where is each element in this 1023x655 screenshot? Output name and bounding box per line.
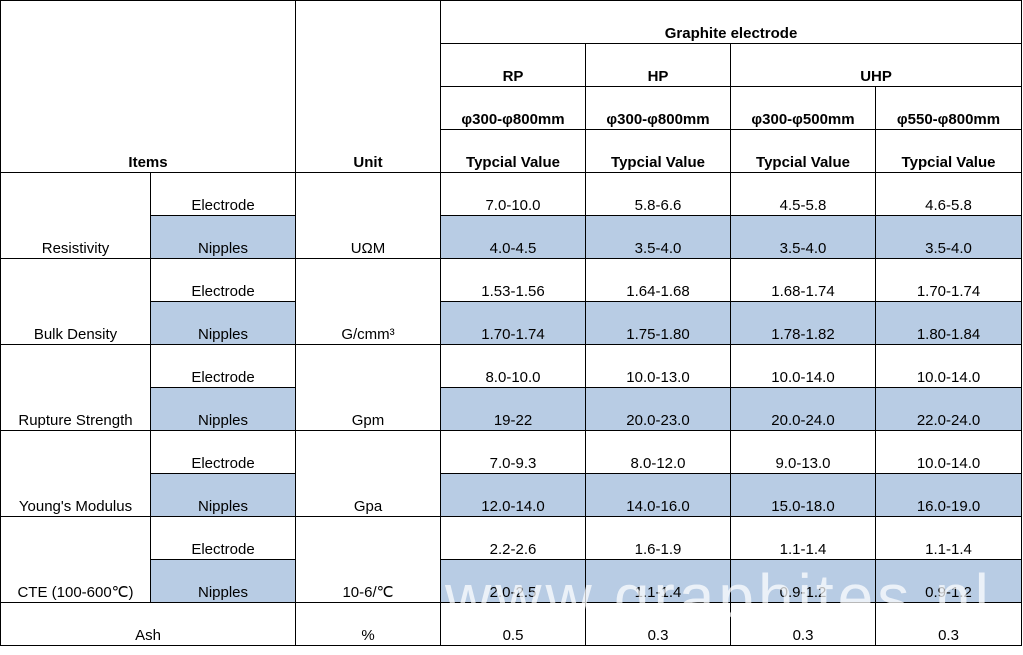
typical-value-header: Typcial Value bbox=[585, 129, 731, 173]
subitem-label: Electrode bbox=[150, 430, 296, 474]
item-label: Bulk Density bbox=[0, 258, 151, 345]
value-cell: 1.1-1.4 bbox=[730, 516, 876, 560]
value-cell: 0.3 bbox=[730, 602, 876, 646]
table-row: Nipples 12.0-14.0 14.0-16.0 15.0-18.0 16… bbox=[1, 473, 1023, 517]
item-label: CTE (100-600℃) bbox=[0, 516, 151, 603]
typical-value-header: Typcial Value bbox=[730, 129, 876, 173]
typical-value-header: Typcial Value bbox=[874, 129, 1023, 173]
table-row: Nipples 1.70-1.74 1.75-1.80 1.78-1.82 1.… bbox=[1, 301, 1023, 345]
unit-cell: G/cmm³ bbox=[295, 258, 441, 345]
value-cell: 1.70-1.74 bbox=[440, 301, 586, 345]
value-cell: 9.0-13.0 bbox=[730, 430, 876, 474]
table-row: Nipples 4.0-4.5 3.5-4.0 3.5-4.0 3.5-4.0 bbox=[1, 215, 1023, 259]
value-cell: 19-22 bbox=[440, 387, 586, 431]
value-cell: 10.0-14.0 bbox=[874, 430, 1023, 474]
value-cell: 1.1-1.4 bbox=[874, 516, 1023, 560]
subitem-label: Nipples bbox=[150, 215, 296, 259]
subitem-label: Electrode bbox=[150, 344, 296, 388]
subitem-label: Electrode bbox=[150, 516, 296, 560]
table-row: Ash % 0.5 0.3 0.3 0.3 bbox=[0, 602, 1023, 646]
unit-cell: 10-6/℃ bbox=[295, 516, 441, 603]
value-cell: 1.68-1.74 bbox=[730, 258, 876, 302]
grade-hp-header: HP bbox=[585, 43, 731, 87]
diameter-header: φ300-φ800mm bbox=[440, 86, 586, 130]
unit-cell: Gpa bbox=[295, 430, 441, 517]
value-cell: 3.5-4.0 bbox=[874, 215, 1023, 259]
value-cell: 14.0-16.0 bbox=[585, 473, 731, 517]
items-header: Items bbox=[0, 0, 296, 173]
item-label: Young's Modulus bbox=[0, 430, 151, 517]
value-cell: 1.78-1.82 bbox=[730, 301, 876, 345]
group-header: Graphite electrode bbox=[439, 0, 1023, 44]
subitem-label: Nipples bbox=[150, 559, 296, 603]
unit-cell: Gpm bbox=[295, 344, 441, 431]
table-row: Resistivity Electrode UΩM 7.0-10.0 5.8-6… bbox=[0, 172, 1023, 259]
value-cell: 1.80-1.84 bbox=[874, 301, 1023, 345]
table-row: CTE (100-600℃) Electrode 10-6/℃ 2.2-2.6 … bbox=[0, 516, 1023, 603]
table-row: Young's Modulus Electrode Gpa 7.0-9.3 8.… bbox=[0, 430, 1023, 517]
item-label: Resistivity bbox=[0, 172, 151, 259]
value-cell: 4.0-4.5 bbox=[440, 215, 586, 259]
unit-cell: UΩM bbox=[295, 172, 441, 259]
typical-value-header: Typcial Value bbox=[440, 129, 586, 173]
subitem-label: Electrode bbox=[150, 172, 296, 216]
value-cell: 15.0-18.0 bbox=[730, 473, 876, 517]
grade-uhp-header: UHP bbox=[729, 43, 1023, 87]
diameter-header: φ550-φ800mm bbox=[874, 86, 1023, 130]
value-cell: 4.5-5.8 bbox=[730, 172, 876, 216]
value-cell: 20.0-23.0 bbox=[585, 387, 731, 431]
value-cell: 7.0-9.3 bbox=[440, 430, 586, 474]
subitem-label: Nipples bbox=[150, 387, 296, 431]
value-cell: 1.64-1.68 bbox=[585, 258, 731, 302]
value-cell: 10.0-13.0 bbox=[585, 344, 731, 388]
subitem-label: Nipples bbox=[150, 301, 296, 345]
unit-header: Unit bbox=[295, 0, 441, 173]
item-label: Rupture Strength bbox=[0, 344, 151, 431]
subitem-label: Nipples bbox=[150, 473, 296, 517]
table-row: Bulk Density Electrode G/cmm³ 1.53-1.56 … bbox=[0, 258, 1023, 345]
value-cell: 3.5-4.0 bbox=[730, 215, 876, 259]
value-cell: 0.9-1.2 bbox=[874, 559, 1023, 603]
value-cell: 0.9-1.2 bbox=[730, 559, 876, 603]
value-cell: 20.0-24.0 bbox=[730, 387, 876, 431]
value-cell: 1.70-1.74 bbox=[874, 258, 1023, 302]
value-cell: 3.5-4.0 bbox=[585, 215, 731, 259]
value-cell: 10.0-14.0 bbox=[874, 344, 1023, 388]
value-cell: 7.0-10.0 bbox=[440, 172, 586, 216]
subitem-label: Electrode bbox=[150, 258, 296, 302]
table-row: Nipples 2.0-2.5 1.1-1.4 0.9-1.2 0.9-1.2 bbox=[1, 559, 1023, 603]
value-cell: 5.8-6.6 bbox=[585, 172, 731, 216]
unit-cell: % bbox=[295, 602, 441, 646]
value-cell: 0.3 bbox=[585, 602, 731, 646]
value-cell: 8.0-10.0 bbox=[440, 344, 586, 388]
value-cell: 1.75-1.80 bbox=[585, 301, 731, 345]
diameter-header: φ300-φ800mm bbox=[585, 86, 731, 130]
value-cell: 2.2-2.6 bbox=[440, 516, 586, 560]
table-row: Rupture Strength Electrode Gpm 8.0-10.0 … bbox=[0, 344, 1023, 431]
value-cell: 16.0-19.0 bbox=[874, 473, 1023, 517]
value-cell: 4.6-5.8 bbox=[874, 172, 1023, 216]
value-cell: 1.1-1.4 bbox=[585, 559, 731, 603]
value-cell: 1.6-1.9 bbox=[585, 516, 731, 560]
value-cell: 10.0-14.0 bbox=[730, 344, 876, 388]
diameter-header: φ300-φ500mm bbox=[730, 86, 876, 130]
value-cell: 1.53-1.56 bbox=[440, 258, 586, 302]
value-cell: 0.3 bbox=[874, 602, 1023, 646]
value-cell: 0.5 bbox=[440, 602, 586, 646]
value-cell: 2.0-2.5 bbox=[440, 559, 586, 603]
value-cell: 22.0-24.0 bbox=[874, 387, 1023, 431]
grade-rp-header: RP bbox=[440, 43, 586, 87]
value-cell: 8.0-12.0 bbox=[585, 430, 731, 474]
table-row: Nipples 19-22 20.0-23.0 20.0-24.0 22.0-2… bbox=[1, 387, 1023, 431]
item-label: Ash bbox=[0, 602, 296, 646]
value-cell: 12.0-14.0 bbox=[440, 473, 586, 517]
